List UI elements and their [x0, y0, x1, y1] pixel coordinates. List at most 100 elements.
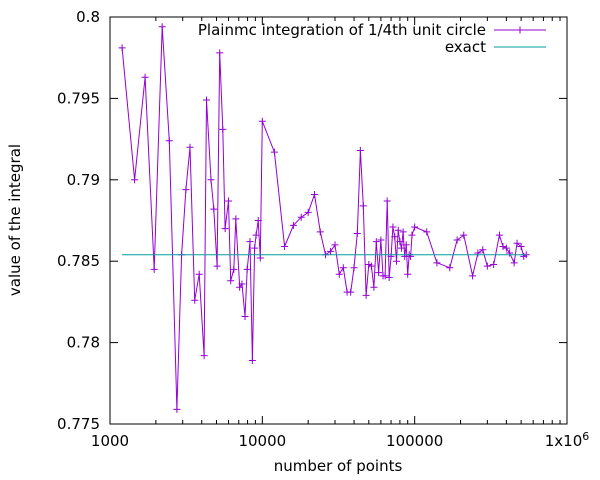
x-tick-label: 1x106: [545, 430, 590, 450]
data-point: [339, 264, 347, 272]
data-point: [483, 262, 491, 270]
data-point: [232, 215, 240, 223]
data-point: [402, 241, 410, 249]
data-point: [241, 313, 249, 321]
x-tick-label: 100000: [386, 432, 443, 450]
series-layer: [118, 23, 530, 413]
data-point: [219, 125, 227, 133]
x-axis-label: number of points: [274, 457, 403, 475]
data-point: [375, 269, 383, 277]
data-point: [270, 148, 278, 156]
data-point: [513, 239, 521, 247]
data-point: [372, 238, 380, 246]
data-point: [221, 225, 229, 233]
data-point: [256, 254, 264, 262]
data-point: [411, 223, 419, 231]
data-point: [331, 241, 339, 249]
data-point: [356, 146, 364, 154]
data-point: [502, 244, 510, 252]
data-point: [316, 228, 324, 236]
legend-marker: [516, 26, 524, 34]
data-point: [453, 236, 461, 244]
data-point: [186, 143, 194, 151]
data-point: [407, 252, 415, 260]
data-point: [490, 260, 498, 268]
y-tick-label: 0.785: [57, 252, 100, 270]
data-point: [474, 249, 482, 257]
series-line: [121, 26, 527, 410]
data-point: [210, 205, 218, 213]
data-point: [248, 357, 256, 365]
data-point: [289, 221, 297, 229]
y-tick-label: 0.78: [67, 334, 100, 352]
data-point: [227, 277, 235, 285]
data-point: [389, 223, 397, 231]
data-point: [158, 23, 166, 31]
y-tick-label: 0.79: [67, 171, 100, 189]
plot-frame: [109, 16, 568, 425]
data-point: [173, 405, 181, 413]
data-point: [258, 117, 266, 125]
x-axis: 1000 10000 100000 1x106: [91, 17, 589, 450]
data-point: [506, 249, 514, 257]
data-point: [216, 49, 224, 57]
data-point: [359, 202, 367, 210]
data-point: [243, 265, 251, 273]
data-point: [367, 262, 375, 270]
data-point: [385, 273, 393, 281]
data-point: [131, 176, 139, 184]
data-point: [433, 259, 441, 267]
data-point: [469, 272, 477, 280]
data-point: [207, 176, 215, 184]
data-point: [381, 272, 389, 280]
y-tick-label: 0.795: [57, 89, 100, 107]
data-point: [310, 190, 318, 198]
data-point: [362, 291, 370, 299]
data-point: [398, 244, 406, 252]
data-point: [393, 257, 401, 265]
data-point: [118, 44, 126, 52]
data-point: [446, 264, 454, 272]
data-point: [141, 73, 149, 81]
data-point: [252, 231, 260, 239]
y-axis-label: value of the integral: [6, 144, 24, 296]
data-point: [460, 231, 468, 239]
y-tick-label: 0.775: [57, 415, 100, 433]
x-tick-label: 10000: [238, 432, 286, 450]
data-point: [213, 262, 221, 270]
data-point: [394, 226, 402, 234]
data-point: [383, 197, 391, 205]
data-point: [370, 283, 378, 291]
data-point: [251, 244, 259, 252]
data-point: [377, 236, 385, 244]
data-point: [200, 352, 208, 360]
data-point: [165, 137, 173, 145]
data-point: [281, 243, 289, 251]
y-axis: 0.775 0.78 0.785 0.79 0.795 0.8: [57, 8, 567, 433]
data-point: [350, 264, 358, 272]
data-point: [517, 243, 525, 251]
data-point: [304, 208, 312, 216]
data-point: [202, 96, 210, 104]
data-point: [353, 230, 361, 238]
data-point: [335, 270, 343, 278]
data-point: [246, 238, 254, 246]
data-point: [254, 217, 262, 224]
data-point: [230, 265, 238, 273]
data-point: [499, 243, 507, 251]
data-point: [297, 213, 305, 221]
data-point: [423, 228, 431, 236]
legend-label: exact: [445, 38, 486, 56]
data-point: [150, 265, 158, 273]
data-point: [326, 247, 334, 255]
data-point: [408, 231, 416, 239]
legend-label: Plainmc integration of 1/4th unit circle: [198, 21, 486, 39]
plot-border: [109, 16, 568, 425]
x-tick-label: 1000: [91, 432, 129, 450]
data-point: [399, 228, 407, 236]
data-point: [479, 246, 487, 254]
data-point: [391, 233, 399, 241]
data-point: [396, 238, 404, 246]
legend: Plainmc integration of 1/4th unit circle…: [198, 21, 546, 56]
